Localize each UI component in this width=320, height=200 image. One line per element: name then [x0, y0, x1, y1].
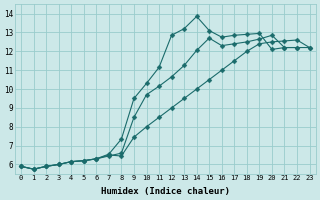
X-axis label: Humidex (Indice chaleur): Humidex (Indice chaleur) — [101, 187, 230, 196]
